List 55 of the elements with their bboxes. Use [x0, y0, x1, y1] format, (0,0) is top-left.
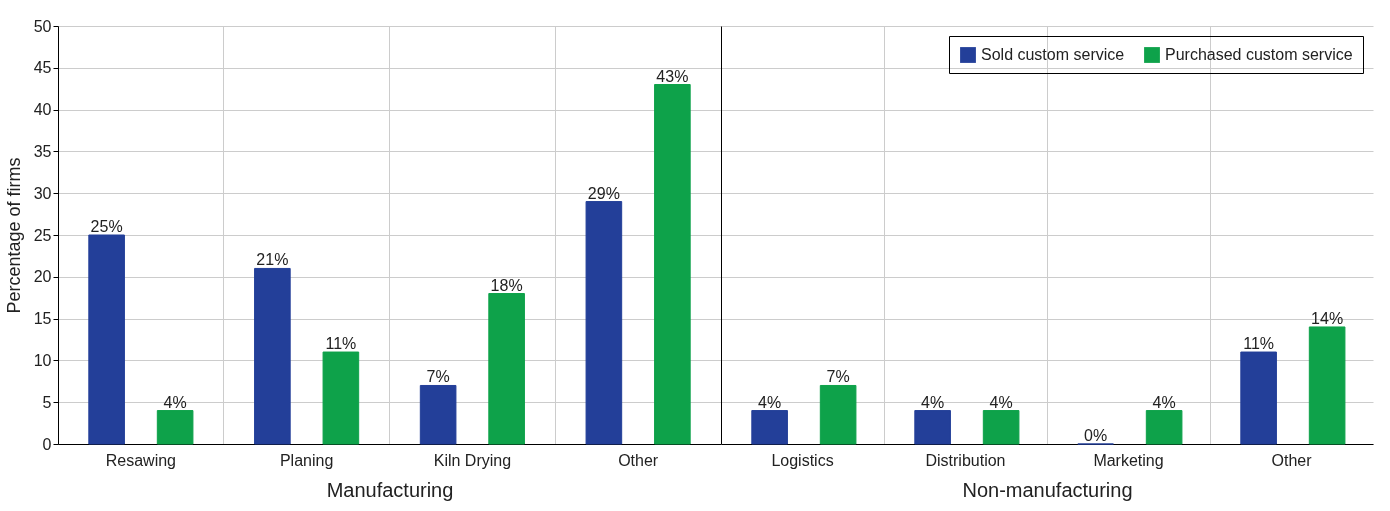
- data-label: 4%: [163, 393, 187, 411]
- bar: [819, 384, 857, 445]
- bar: [914, 410, 951, 445]
- x-tick-label: Planing: [279, 451, 334, 469]
- data-label: 25%: [90, 218, 123, 235]
- x-tick-label: Other: [618, 451, 659, 469]
- x-axis-title: Non-manufacturing: [962, 478, 1133, 501]
- x-tick-label: Other: [1271, 451, 1313, 469]
- bar: [654, 84, 691, 445]
- bar: [254, 267, 291, 445]
- y-tick-label: 20: [33, 268, 52, 286]
- y-tick-label: 40: [33, 101, 52, 119]
- y-tick-label: 25: [33, 226, 52, 244]
- bar: [88, 234, 125, 445]
- x-tick-label: Logistics: [771, 451, 834, 469]
- y-tick-label: 5: [42, 393, 52, 411]
- x-tick-label: Kiln Drying: [433, 451, 512, 469]
- legend-label: Purchased custom service: [1165, 46, 1353, 63]
- data-label: 4%: [921, 393, 945, 411]
- data-label: 0%: [1084, 427, 1108, 444]
- data-label: 43%: [656, 67, 689, 85]
- bar: [322, 351, 360, 445]
- data-label: 4%: [989, 393, 1013, 411]
- data-label: 29%: [587, 184, 620, 202]
- data-label: 11%: [1243, 335, 1275, 353]
- bar: [1145, 410, 1183, 445]
- y-tick-label: 30: [33, 184, 52, 202]
- y-tick-label: 35: [33, 142, 52, 160]
- data-label: 14%: [1311, 309, 1344, 327]
- bar: [751, 410, 788, 445]
- bar: [1240, 351, 1277, 445]
- bar: [156, 410, 194, 445]
- legend-label: Sold custom service: [981, 46, 1125, 63]
- data-label: 21%: [256, 251, 289, 269]
- y-tick-label: 15: [33, 310, 52, 328]
- y-tick-label: 0: [42, 435, 52, 453]
- y-axis-title: Percentage of firms: [3, 157, 24, 314]
- x-tick-label: Distribution: [925, 451, 1006, 469]
- bar: [419, 384, 457, 445]
- data-label: 7%: [426, 368, 450, 386]
- x-tick-label: Resawing: [105, 451, 177, 469]
- data-label: 4%: [758, 393, 782, 411]
- x-axis-title: Manufacturing: [326, 478, 454, 501]
- bar: [585, 201, 623, 445]
- data-label: 4%: [1152, 393, 1176, 411]
- bar: [488, 293, 525, 445]
- y-tick-label: 10: [33, 351, 52, 369]
- bar: [982, 410, 1020, 445]
- bar: [1308, 326, 1346, 445]
- data-label: 18%: [490, 276, 523, 294]
- data-label: 11%: [325, 335, 357, 353]
- y-tick-label: 50: [33, 17, 52, 35]
- x-tick-label: Marketing: [1093, 451, 1164, 469]
- data-label: 7%: [826, 368, 850, 386]
- y-tick-label: 45: [33, 59, 52, 77]
